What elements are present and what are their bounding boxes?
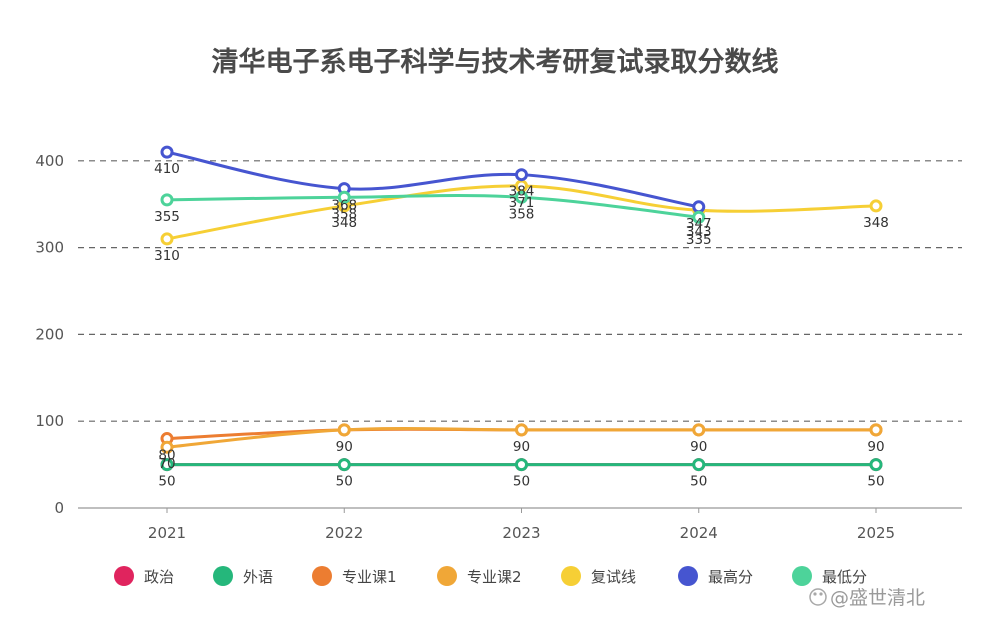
data-point xyxy=(515,168,528,182)
data-label: 384 xyxy=(509,184,535,200)
data-point xyxy=(160,193,174,207)
data-point xyxy=(692,423,706,437)
data-point xyxy=(160,232,174,246)
data-label: 343 xyxy=(686,224,712,240)
watermark: @盛世清北 xyxy=(809,587,925,609)
series-3 xyxy=(160,423,883,454)
data-labels: 4103553108070503683583489050384371358905… xyxy=(154,161,889,489)
legend-marker xyxy=(213,566,233,586)
x-tick-label: 2022 xyxy=(325,524,363,542)
data-label: 335 xyxy=(686,232,712,248)
series-5 xyxy=(160,145,706,214)
data-label: 347 xyxy=(686,216,712,232)
x-tick-label: 2023 xyxy=(502,524,540,542)
gridlines xyxy=(78,160,962,422)
data-point xyxy=(869,423,883,437)
data-point xyxy=(160,440,174,454)
data-label: 70 xyxy=(158,456,175,472)
x-tick-label: 2024 xyxy=(680,524,718,542)
data-label: 348 xyxy=(331,215,357,231)
legend-marker xyxy=(312,566,332,586)
data-point xyxy=(692,458,706,472)
data-point xyxy=(515,190,528,204)
data-label: 50 xyxy=(690,474,707,490)
data-label: 368 xyxy=(331,198,357,214)
legend-item-3: 专业课2 xyxy=(437,566,522,586)
data-label: 358 xyxy=(331,206,357,222)
data-point xyxy=(869,458,883,472)
legend-item-6: 最低分 xyxy=(792,566,867,586)
data-point xyxy=(160,145,174,159)
legend-label: 复试线 xyxy=(591,568,636,586)
data-point xyxy=(337,190,351,204)
legend-label: 外语 xyxy=(243,568,273,586)
data-point xyxy=(515,423,528,437)
series-1 xyxy=(160,458,883,472)
data-label: 90 xyxy=(690,439,707,455)
series-line xyxy=(166,150,700,209)
data-label: 348 xyxy=(863,215,889,231)
data-label: 50 xyxy=(336,474,353,490)
legend-label: 专业课2 xyxy=(467,568,522,586)
data-label: 371 xyxy=(509,195,535,211)
series-lines xyxy=(160,145,883,472)
data-label: 358 xyxy=(509,206,535,222)
legend: 政治 外语 专业课1 专业课2 复试线 最高分 最低分 xyxy=(114,566,867,586)
data-label: 50 xyxy=(513,474,530,490)
data-label: 90 xyxy=(336,439,353,455)
legend-marker xyxy=(114,566,134,586)
legend-label: 政治 xyxy=(144,568,174,586)
data-label: 90 xyxy=(513,439,530,455)
y-tick-label: 300 xyxy=(35,239,64,257)
data-label: 50 xyxy=(867,474,884,490)
data-label: 80 xyxy=(158,448,175,464)
data-point xyxy=(160,458,174,472)
legend-item-2: 专业课1 xyxy=(312,566,397,586)
data-label: 310 xyxy=(154,248,180,264)
legend-item-4: 复试线 xyxy=(561,566,636,586)
data-label: 90 xyxy=(867,439,884,455)
y-tick-label: 0 xyxy=(54,499,64,517)
legend-item-1: 外语 xyxy=(213,566,273,586)
legend-label: 最高分 xyxy=(708,568,753,586)
legend-marker xyxy=(792,566,812,586)
series-line xyxy=(166,194,699,219)
y-tick-label: 200 xyxy=(35,325,64,343)
x-tick-label: 2021 xyxy=(148,524,186,542)
data-point xyxy=(692,200,706,214)
data-label: 355 xyxy=(154,209,180,225)
data-point xyxy=(337,458,351,472)
data-point xyxy=(337,423,351,437)
legend-marker xyxy=(678,566,698,586)
data-label: 410 xyxy=(154,161,180,177)
y-tick-label: 400 xyxy=(35,152,64,170)
legend-marker xyxy=(561,566,581,586)
data-point xyxy=(692,210,706,224)
legend-marker xyxy=(437,566,457,586)
x-tick-label: 2025 xyxy=(857,524,895,542)
axes: 0 100 200 300 400 2021 2022 2023 2024 2025 xyxy=(35,152,962,542)
y-tick-label: 100 xyxy=(35,412,64,430)
data-label: 50 xyxy=(158,474,175,490)
legend-item-0: 政治 xyxy=(114,566,174,586)
legend-label: 最低分 xyxy=(822,568,867,586)
watermark-text: @盛世清北 xyxy=(830,587,925,609)
chart-title: 清华电子系电子科学与技术考研复试录取分数线 xyxy=(212,46,779,78)
data-point xyxy=(869,199,883,213)
series-6 xyxy=(160,190,706,224)
legend-item-5: 最高分 xyxy=(678,566,753,586)
legend-label: 专业课1 xyxy=(342,568,397,586)
data-point xyxy=(515,458,528,472)
